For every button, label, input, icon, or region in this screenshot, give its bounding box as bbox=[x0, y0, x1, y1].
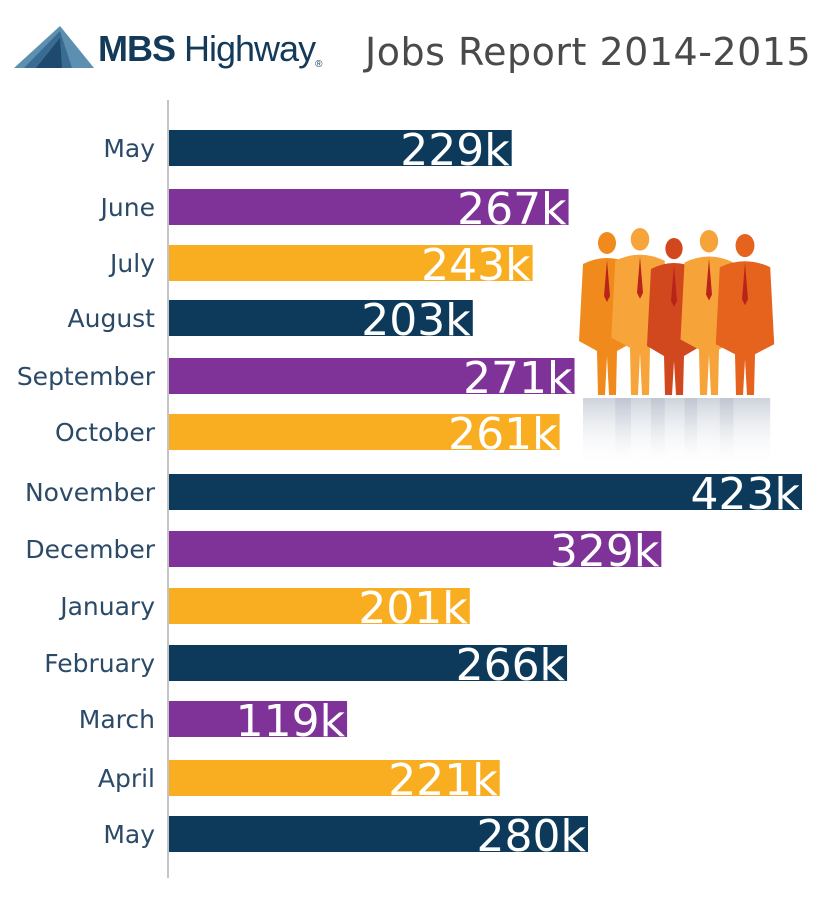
value-label-4: 271k bbox=[463, 353, 573, 404]
value-label-5: 261k bbox=[448, 409, 558, 460]
registered-mark: ® bbox=[315, 59, 322, 70]
value-label-2: 243k bbox=[421, 240, 531, 291]
value-label-1: 267k bbox=[457, 184, 567, 235]
header: MBS Highway® Jobs Report 2014-2015 bbox=[0, 0, 826, 95]
bar-0 bbox=[169, 130, 512, 166]
bar-1 bbox=[169, 189, 569, 225]
person-silhouette-4 bbox=[715, 234, 775, 468]
chart-title: Jobs Report 2014-2015 bbox=[365, 30, 812, 74]
value-label-11: 221k bbox=[388, 755, 498, 806]
category-label-10: March bbox=[79, 705, 155, 734]
category-label-6: November bbox=[25, 478, 156, 507]
bar-9 bbox=[169, 645, 568, 681]
category-label-4: September bbox=[17, 362, 156, 391]
category-label-12: May bbox=[103, 820, 155, 849]
brand-name-bold: MBS bbox=[98, 28, 176, 69]
category-label-7: December bbox=[25, 535, 155, 564]
category-label-11: April bbox=[98, 764, 155, 793]
value-label-12: 280k bbox=[477, 811, 587, 862]
bar-10 bbox=[169, 701, 348, 737]
value-label-0: 229k bbox=[400, 125, 510, 176]
bar-4 bbox=[169, 358, 575, 394]
bar-2 bbox=[169, 245, 533, 281]
bar-11 bbox=[169, 760, 500, 796]
category-label-5: October bbox=[55, 418, 156, 447]
category-label-2: July bbox=[108, 249, 155, 278]
category-label-0: May bbox=[103, 134, 155, 163]
value-label-3: 203k bbox=[361, 295, 471, 346]
bar-5 bbox=[169, 414, 560, 450]
category-label-9: February bbox=[44, 649, 155, 678]
business-people-silhouettes-icon bbox=[579, 228, 775, 468]
category-label-3: August bbox=[68, 304, 156, 333]
brand-name-light: Highway bbox=[184, 28, 316, 69]
category-label-1: June bbox=[99, 193, 155, 222]
bar-7 bbox=[169, 531, 662, 567]
category-label-8: January bbox=[58, 592, 155, 621]
bar-8 bbox=[169, 588, 470, 624]
value-label-9: 266k bbox=[456, 640, 566, 691]
brand-logo-text: MBS Highway® bbox=[98, 28, 323, 70]
value-label-10: 119k bbox=[236, 696, 346, 747]
bars-layer: May 229k June 267k July 243k August 203k Septemb… bbox=[17, 125, 802, 862]
bar-3 bbox=[169, 300, 473, 336]
value-label-7: 329k bbox=[550, 526, 660, 577]
mountain-logo-icon bbox=[14, 26, 94, 68]
bar-6 bbox=[169, 474, 802, 510]
value-label-6: 423k bbox=[691, 469, 801, 520]
bar-12 bbox=[169, 816, 589, 852]
value-label-8: 201k bbox=[358, 583, 468, 634]
